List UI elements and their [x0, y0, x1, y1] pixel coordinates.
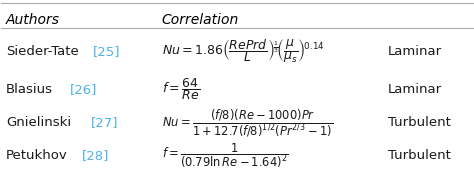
Text: $Nu = 1.86\left(\dfrac{RePrd}{L}\right)^{\!\frac{1}{3}}\!\left(\dfrac{\mu}{\mu_s: $Nu = 1.86\left(\dfrac{RePrd}{L}\right)^… — [162, 37, 324, 65]
Text: Petukhov: Petukhov — [6, 149, 68, 163]
Text: Laminar: Laminar — [388, 83, 442, 96]
Text: Turbulent: Turbulent — [388, 149, 451, 163]
Text: Sieder-Tate: Sieder-Tate — [6, 45, 79, 58]
Text: Authors: Authors — [6, 13, 60, 27]
Text: $Nu = \dfrac{(f/8)(Re-1000)Pr}{1+12.7(f/8)^{1/2}(Pr^{2/3}-1)}$: $Nu = \dfrac{(f/8)(Re-1000)Pr}{1+12.7(f/… — [162, 107, 333, 139]
Text: Correlation: Correlation — [162, 13, 239, 27]
Text: Blasius: Blasius — [6, 83, 53, 96]
Text: [25]: [25] — [93, 45, 121, 58]
Text: $f = \dfrac{1}{(0.79\ln Re - 1.64)^{2}}$: $f = \dfrac{1}{(0.79\ln Re - 1.64)^{2}}$ — [162, 142, 288, 170]
Text: [28]: [28] — [82, 149, 109, 163]
Text: $f = \dfrac{64}{Re}$: $f = \dfrac{64}{Re}$ — [162, 77, 200, 102]
Text: Laminar: Laminar — [388, 45, 442, 58]
Text: Gnielinski: Gnielinski — [6, 116, 71, 129]
Text: [27]: [27] — [91, 116, 118, 129]
Text: [26]: [26] — [70, 83, 97, 96]
Text: Turbulent: Turbulent — [388, 116, 451, 129]
